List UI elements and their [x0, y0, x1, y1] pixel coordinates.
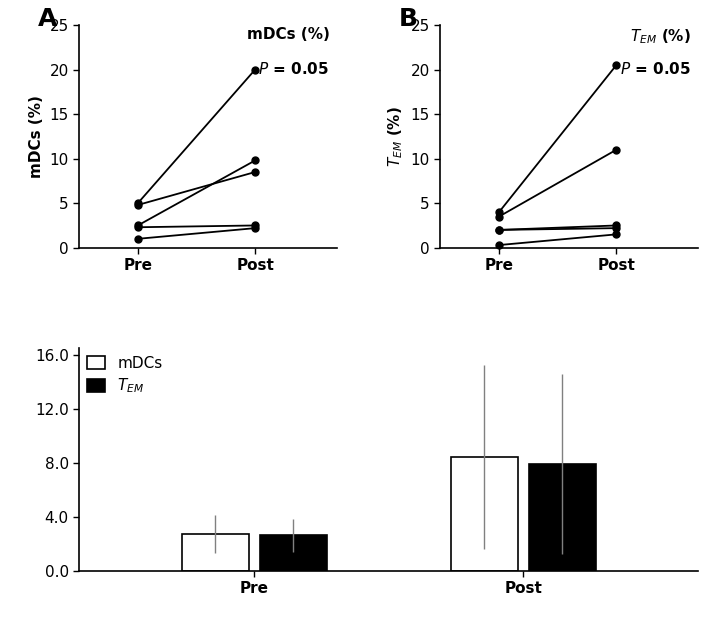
Legend: mDCs, $T_{EM}$: mDCs, $T_{EM}$: [87, 356, 163, 396]
Text: mDCs (%): mDCs (%): [246, 28, 330, 42]
Text: $T_{EM}$ (%): $T_{EM}$ (%): [630, 28, 690, 46]
Bar: [528, 464, 596, 571]
Y-axis label: mDCs (%): mDCs (%): [29, 95, 44, 178]
Bar: [260, 535, 327, 571]
Bar: [181, 534, 249, 571]
Text: $\it{P}$ = 0.05: $\it{P}$ = 0.05: [619, 61, 690, 76]
Bar: [451, 457, 518, 571]
Text: $\it{P}$ = 0.05: $\it{P}$ = 0.05: [258, 61, 330, 76]
Y-axis label: $T_{EM}$ (%): $T_{EM}$ (%): [387, 106, 405, 167]
Text: B: B: [399, 8, 418, 31]
Text: A: A: [38, 8, 58, 31]
